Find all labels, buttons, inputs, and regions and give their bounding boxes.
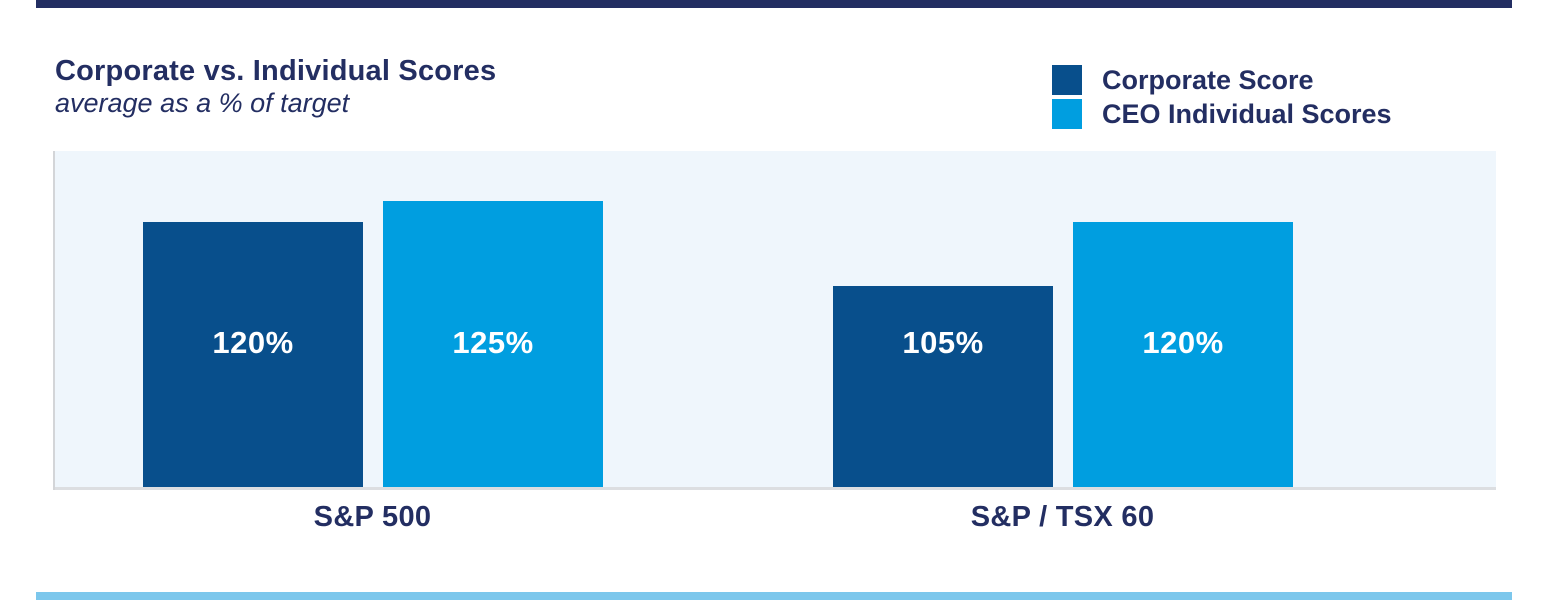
legend-swatch: [1052, 99, 1082, 129]
bar-corporate: [143, 222, 363, 487]
x-axis-line: [55, 487, 1496, 490]
category-label: S&P 500: [313, 501, 432, 533]
legend-item: Corporate Score: [1052, 65, 1392, 95]
top-accent-bar: [36, 0, 1512, 8]
legend: Corporate Score CEO Individual Scores: [1052, 65, 1392, 129]
legend-item: CEO Individual Scores: [1052, 99, 1392, 129]
chart-subtitle: average as a % of target: [55, 88, 350, 118]
plot-area: 120% 125% 105% 120%: [55, 151, 1496, 487]
bar-ceo: [383, 201, 603, 487]
bar-value-label: 120%: [1142, 325, 1224, 360]
bar-ceo: [1073, 222, 1293, 487]
bar-value-label: 120%: [212, 325, 294, 360]
legend-swatch: [1052, 65, 1082, 95]
chart-title: Corporate vs. Individual Scores: [55, 55, 497, 87]
category-label: S&P / TSX 60: [970, 501, 1155, 533]
bar-corporate: [833, 286, 1053, 487]
chart-header: Corporate vs. Individual Scores average …: [55, 54, 496, 118]
bar-value-label: 125%: [452, 325, 534, 360]
y-axis-line: [53, 151, 55, 490]
legend-label: Corporate Score: [1102, 65, 1314, 95]
bar-value-label: 105%: [902, 325, 984, 360]
legend-label: CEO Individual Scores: [1102, 99, 1392, 129]
bottom-accent-bar: [36, 592, 1512, 600]
